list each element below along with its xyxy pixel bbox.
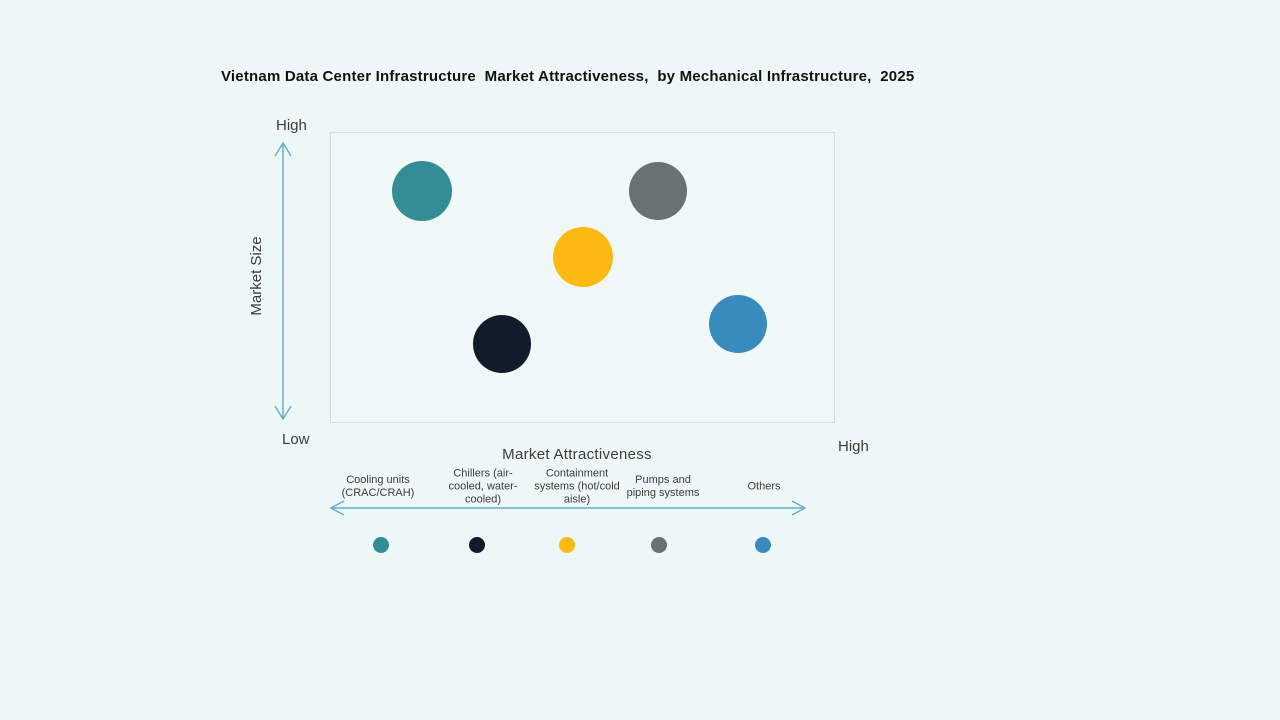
- legend-dot-others: [755, 537, 771, 553]
- x-axis-arrow-icon: [329, 500, 807, 516]
- category-label-containment-systems-hot-cold-aisle: Containment systems (hot/cold aisle): [534, 467, 620, 506]
- category-label-chillers-air-cooled-water-cooled: Chillers (air- cooled, water- cooled): [448, 467, 518, 506]
- x-axis-high-label: High: [838, 438, 869, 455]
- x-axis-title: Market Attractiveness: [502, 446, 652, 463]
- y-axis-high-label: High: [276, 117, 307, 134]
- y-axis-title: Market Size: [248, 236, 265, 316]
- bubble-containment-systems-hot-cold-aisle: [552, 227, 613, 288]
- plot-area: [330, 132, 835, 423]
- bubble-chillers-air-cooled-water-cooled: [473, 314, 532, 373]
- legend-dot-cooling-units-crac-crah: [373, 537, 389, 553]
- category-label-cooling-units-crac-crah: Cooling units (CRAC/CRAH): [341, 474, 415, 499]
- category-label-pumps-and-piping-systems: Pumps and piping systems: [626, 474, 700, 499]
- bubble-pumps-and-piping-systems: [628, 161, 687, 220]
- y-axis-low-label: Low: [282, 431, 310, 448]
- legend-dot-containment-systems-hot-cold-aisle: [559, 537, 575, 553]
- bubble-cooling-units-crac-crah: [391, 160, 452, 221]
- legend-dot-pumps-and-piping-systems: [651, 537, 667, 553]
- legend-dot-chillers-air-cooled-water-cooled: [469, 537, 485, 553]
- category-label-others: Others: [747, 480, 781, 493]
- y-axis-arrow-icon: [274, 141, 292, 421]
- chart-title: Vietnam Data Center Infrastructure Marke…: [221, 68, 915, 85]
- bubble-others: [709, 294, 768, 353]
